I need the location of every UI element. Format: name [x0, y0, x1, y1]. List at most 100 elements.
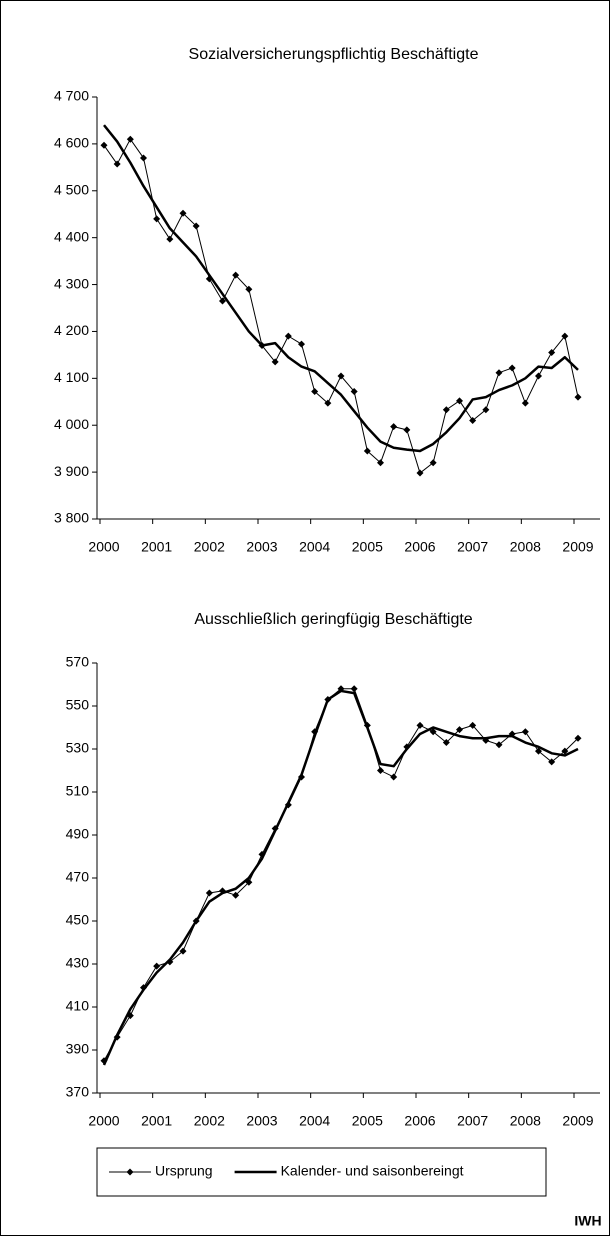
- data-point: [442, 739, 450, 747]
- y-tick-label: 430: [66, 955, 90, 971]
- data-point: [298, 340, 305, 348]
- x-tick-label: 2000: [88, 539, 119, 555]
- y-tick-label: 4 600: [54, 135, 89, 151]
- data-point: [561, 747, 569, 755]
- data-point: [442, 406, 450, 414]
- data-point: [324, 399, 332, 407]
- data-point: [390, 773, 398, 781]
- y-tick-label: 4 300: [54, 275, 89, 291]
- series-line: [102, 689, 579, 1066]
- data-point: [456, 397, 463, 405]
- y-tick-label: 550: [66, 697, 90, 713]
- data-point: [100, 141, 108, 149]
- data-point: [521, 399, 529, 407]
- data-point: [429, 728, 437, 736]
- y-tick-label: 4 500: [54, 181, 89, 197]
- y-tick-label: 4 100: [54, 369, 89, 385]
- y-tick-label: 390: [66, 1041, 90, 1057]
- x-tick-label: 2004: [299, 1113, 330, 1129]
- data-point: [271, 358, 279, 366]
- y-tick-label: 4 700: [54, 88, 89, 104]
- x-tick-label: 2002: [194, 1113, 225, 1129]
- data-point: [377, 459, 384, 467]
- data-point: [469, 417, 477, 425]
- data-point: [416, 721, 424, 729]
- data-point: [574, 734, 582, 742]
- y-tick-label: 4 200: [54, 322, 89, 338]
- data-point: [126, 1012, 134, 1020]
- y-tick-label: 510: [66, 783, 90, 799]
- data-point: [403, 426, 411, 434]
- series-line: [103, 124, 579, 453]
- legend-label: Kalender- und saisonbereingt: [281, 1163, 464, 1179]
- x-tick-label: 2004: [299, 539, 330, 555]
- y-tick-label: 450: [66, 912, 90, 928]
- data-point: [561, 332, 569, 340]
- source: IWH: [574, 1213, 601, 1229]
- data-point: [192, 222, 200, 230]
- x-tick-label: 2005: [352, 539, 383, 555]
- x-tick-label: 2003: [246, 1113, 277, 1129]
- data-point: [219, 297, 226, 305]
- data-point: [284, 332, 292, 340]
- x-tick-label: 2003: [246, 539, 277, 555]
- data-point: [429, 459, 437, 467]
- data-point: [574, 393, 582, 401]
- data-point: [350, 387, 358, 395]
- x-tick-label: 2008: [510, 539, 541, 555]
- data-point: [126, 135, 134, 143]
- y-tick-label: 4 000: [54, 416, 89, 432]
- x-tick-label: 2001: [141, 1113, 172, 1129]
- y-tick-label: 530: [66, 740, 90, 756]
- data-point: [245, 285, 253, 293]
- data-point: [153, 962, 161, 970]
- data-point: [495, 369, 503, 377]
- data-point: [548, 758, 556, 766]
- data-point: [166, 235, 174, 243]
- x-tick-label: 2007: [457, 539, 488, 555]
- y-tick-label: 490: [66, 826, 90, 842]
- data-point: [456, 726, 463, 734]
- data-point: [521, 728, 529, 736]
- data-point: [535, 747, 542, 755]
- y-tick-label: 3 800: [54, 510, 89, 526]
- data-point: [179, 947, 187, 955]
- legend-label: Ursprung: [155, 1163, 213, 1179]
- y-tick-label: 3 900: [54, 463, 89, 479]
- x-tick-label: 2008: [510, 1113, 541, 1129]
- x-tick-label: 2006: [404, 1113, 435, 1129]
- chart-title: Sozialversicherungspflichtig Beschäftigt…: [189, 46, 479, 63]
- data-point: [535, 372, 542, 380]
- data-point: [416, 469, 424, 477]
- series-line: [103, 138, 579, 474]
- x-tick-label: 2001: [141, 539, 172, 555]
- x-tick-label: 2009: [562, 539, 593, 555]
- data-point: [311, 387, 319, 395]
- y-tick-label: 470: [66, 869, 90, 885]
- data-point: [232, 891, 240, 899]
- series-line: [103, 688, 579, 1061]
- data-point: [482, 406, 490, 414]
- x-tick-label: 2005: [352, 1113, 383, 1129]
- data-point: [508, 364, 516, 372]
- data-point: [350, 685, 358, 693]
- data-point: [495, 741, 503, 749]
- y-tick-label: 410: [66, 998, 90, 1014]
- data-point: [337, 372, 345, 380]
- x-tick-label: 2006: [404, 539, 435, 555]
- x-tick-label: 2002: [194, 539, 225, 555]
- data-point: [140, 154, 147, 162]
- data-point: [113, 160, 121, 168]
- chart-title: Ausschließlich geringfügig Beschäftigte: [194, 611, 472, 628]
- data-point: [153, 215, 161, 223]
- data-point: [232, 271, 240, 279]
- y-tick-label: 370: [66, 1084, 90, 1100]
- y-tick-label: 570: [66, 654, 90, 670]
- legend-box: [96, 1147, 547, 1197]
- data-point: [469, 721, 477, 729]
- data-point: [363, 447, 371, 455]
- data-point: [548, 349, 556, 357]
- data-point: [377, 767, 384, 774]
